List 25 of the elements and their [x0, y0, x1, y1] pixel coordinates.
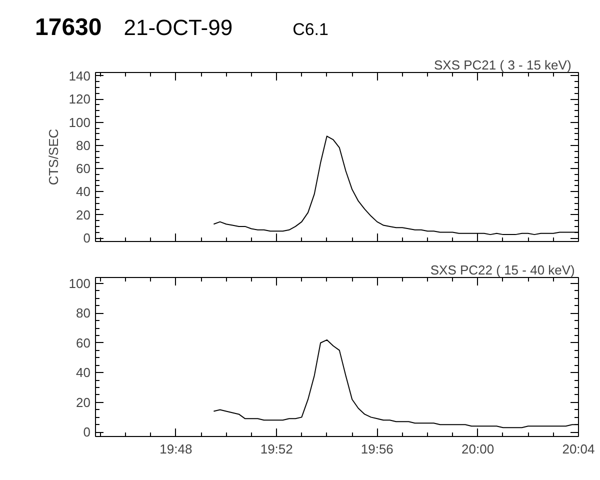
- y-tick-label: 100: [68, 114, 91, 130]
- chart-subtitle: 21-OCT-99: [124, 15, 233, 40]
- y-tick-label: 140: [68, 68, 91, 84]
- y-tick-label: 100: [68, 276, 91, 291]
- x-tick-label: 20:00: [462, 442, 494, 456]
- y-tick-label: 80: [76, 306, 91, 321]
- y-tick-label: 40: [76, 184, 91, 200]
- chart-title: 17630: [35, 14, 102, 41]
- y-tick-label: 20: [76, 394, 91, 410]
- x-tick-label: 19:56: [360, 442, 394, 456]
- y-tick-label: 40: [76, 365, 91, 380]
- y-tick-label: 60: [76, 335, 91, 350]
- x-tick-label: 19:52: [260, 442, 293, 456]
- y-tick-label: 20: [76, 207, 91, 222]
- y-tick-label: 0: [83, 230, 91, 246]
- y-tick-label: 60: [76, 161, 91, 176]
- text: C6.1: [292, 20, 328, 39]
- x-tick-label: 19:48: [160, 442, 192, 456]
- annotation: SXS PC22 ( 15 - 40 keV): [430, 262, 575, 278]
- y-axis-title: CTS/SEC: [46, 128, 61, 186]
- annotation: SXS PC21 ( 3 - 15 keV): [434, 58, 572, 72]
- y-tick-label: 0: [83, 424, 91, 440]
- y-tick-label: 120: [68, 92, 91, 107]
- y-tick-label: 80: [76, 138, 91, 153]
- x-tick-label: 20:04: [562, 442, 595, 456]
